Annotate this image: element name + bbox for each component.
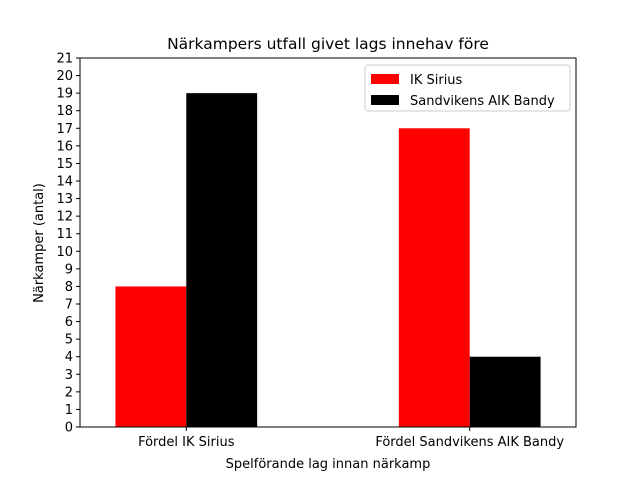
y-tick-label: 20 — [56, 69, 73, 84]
x-tick-label: Fördel Sandvikens AIK Bandy — [375, 435, 564, 450]
y-axis-label: Närkamper (antal) — [32, 183, 47, 303]
legend-box — [364, 64, 571, 112]
chart-title: Närkampers utfall givet lags innehav för… — [167, 35, 489, 53]
y-tick-label: 21 — [56, 52, 73, 67]
bar-sandvikens-aik-bandy — [469, 356, 541, 427]
y-tick-label: 17 — [56, 122, 73, 137]
y-tick-label: 3 — [65, 368, 73, 383]
y-tick-label: 6 — [65, 315, 73, 330]
y-tick-label: 10 — [56, 245, 73, 260]
y-tick-label: 7 — [65, 298, 73, 313]
legend-label: IK Sirius — [410, 73, 463, 88]
y-tick-label: 13 — [56, 192, 73, 207]
legend-swatch — [371, 95, 399, 105]
bars-group — [115, 93, 541, 428]
legend-swatch — [371, 74, 399, 84]
y-tick-label: 5 — [65, 333, 73, 348]
x-axis: Fördel IK Sirius Fördel Sandvikens AIK Ba… — [138, 427, 564, 450]
bar-ik-sirius — [398, 128, 470, 428]
y-tick-label: 4 — [65, 350, 73, 365]
y-tick-label: 19 — [56, 87, 73, 102]
y-tick-label: 8 — [65, 280, 73, 295]
y-tick-label: 16 — [56, 139, 73, 154]
y-tick-label: 15 — [56, 157, 73, 172]
x-axis-label: Spelförande lag innan närkamp — [226, 457, 431, 472]
plot-frame — [79, 57, 577, 428]
legend-label: Sandvikens AIK Bandy — [410, 94, 555, 109]
y-tick-label: 0 — [65, 421, 73, 436]
y-tick-label: 14 — [56, 175, 73, 190]
y-tick-label: 11 — [56, 227, 73, 242]
bar-ik-sirius — [115, 286, 187, 427]
y-tick-label: 12 — [56, 210, 73, 225]
y-tick-label: 2 — [65, 385, 73, 400]
y-tick-label: 1 — [65, 403, 73, 418]
bar-sandvikens-aik-bandy — [186, 93, 258, 428]
legend: IK Sirius Sandvikens AIK Bandy — [364, 64, 571, 112]
y-tick-label: 18 — [56, 104, 73, 119]
y-tick-label: 9 — [65, 262, 73, 277]
x-tick-label: Fördel IK Sirius — [138, 435, 235, 450]
